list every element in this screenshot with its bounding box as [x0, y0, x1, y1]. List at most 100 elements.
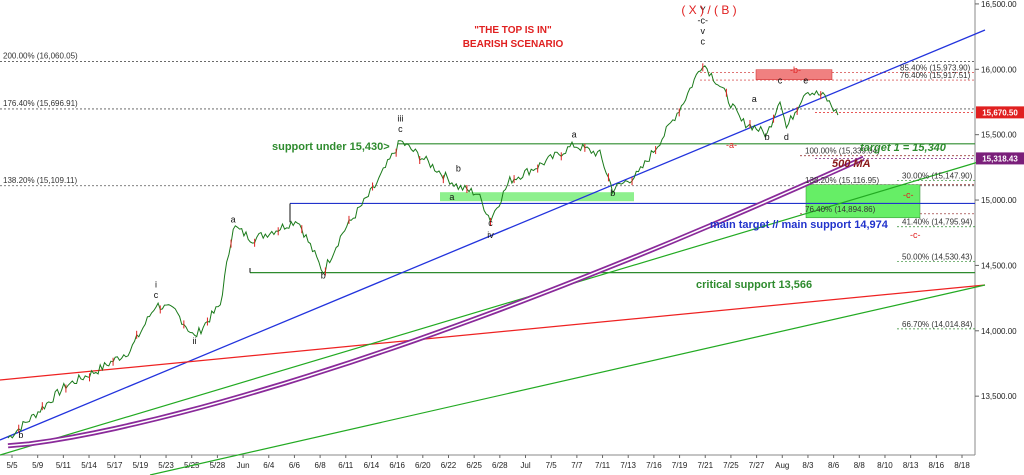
chart-title: "THE TOP IS IN": [474, 25, 552, 36]
x-tick-label: 5/17: [107, 461, 123, 470]
x-tick-label: Aug: [775, 461, 789, 470]
wave-label: Y: [700, 5, 706, 15]
support-under-label: support under 15,430>: [272, 141, 390, 153]
x-tick-label: 6/14: [364, 461, 380, 470]
price-layer: [7, 63, 839, 439]
x-tick-label: 5/23: [158, 461, 174, 470]
top-wave-label: ( X ) / ( B ): [681, 3, 736, 17]
y-tick-label: 15,500.00: [981, 131, 1017, 140]
wave-label: c: [778, 76, 783, 86]
price-badge: [976, 106, 1024, 119]
x-tick-label: 8/8: [854, 461, 866, 470]
x-tick-label: 6/8: [315, 461, 327, 470]
x-tick-label: 7/13: [620, 461, 636, 470]
red-trendline: [0, 284, 986, 381]
x-tick-label: 5/28: [210, 461, 226, 470]
price-badge-value: 15,670.50: [982, 108, 1018, 117]
x-tick-label: 5/19: [133, 461, 149, 470]
y-tick-label: 14,000.00: [981, 327, 1017, 336]
x-tick-label: 5/5: [6, 461, 18, 470]
x-tick-label: 8/18: [954, 461, 970, 470]
x-tick-label: 6/20: [415, 461, 431, 470]
x-tick-label: 6/16: [389, 461, 405, 470]
x-tick-label: 6/25: [466, 461, 482, 470]
x-tick-label: 7/16: [646, 461, 662, 470]
wave-label: a: [752, 94, 757, 104]
wave-label: c: [488, 218, 493, 228]
wave-label: a: [572, 129, 577, 139]
wave-label: c: [154, 290, 159, 300]
wave-label: b: [321, 270, 326, 280]
fib-level-label: 200.00% (16,060.05): [3, 51, 78, 60]
x-tick-label: 6/6: [289, 461, 301, 470]
y-tick-label: 16,500.00: [981, 0, 1017, 9]
fib-right-label: 76.40% (14,894.86): [805, 205, 876, 214]
chart-subtitle: BEARISH SCENARIO: [463, 39, 564, 50]
x-tick-label: 7/27: [749, 461, 765, 470]
wave-label: b: [456, 163, 461, 173]
zone-layer: [440, 69, 921, 219]
y-tick-label: 14,500.00: [981, 261, 1017, 270]
green-trendline-upper: [0, 159, 986, 456]
x-tick-label: 6/22: [441, 461, 457, 470]
price-badge: [976, 152, 1024, 165]
wave-label: v: [701, 26, 706, 36]
target1-label: target 1 = 15,340: [860, 142, 947, 154]
zone-b-label: -b-: [790, 65, 801, 75]
fib-right-label: 76.40% (15,917.51): [900, 71, 971, 80]
critical-support-label: critical support 13,566: [696, 279, 812, 291]
x-tick-label: 8/16: [929, 461, 945, 470]
wave-a-red-label: -a-: [726, 140, 737, 150]
y-tick-label: 13,500.00: [981, 392, 1017, 401]
wave-label: a: [231, 214, 236, 224]
x-tick-label: 6/11: [338, 461, 354, 470]
x-tick-label: Jun: [237, 461, 250, 470]
wave-label: iii: [397, 114, 403, 124]
wave-label: e: [803, 76, 808, 86]
y-tick-label: 16,000.00: [981, 65, 1017, 74]
x-tick-label: 5/9: [32, 461, 44, 470]
wave-label: b: [610, 188, 615, 198]
x-tick-label: 6/28: [492, 461, 508, 470]
line-layer: [0, 29, 986, 475]
fib-right-label: 66.70% (14,014.84): [902, 320, 973, 329]
wave-label: d: [784, 132, 789, 142]
wave-label: iv: [487, 230, 494, 240]
fib-right-label: 41.40% (14,795.94): [902, 218, 973, 227]
wave-label: i: [155, 280, 157, 290]
resistance-zone-b: [755, 69, 833, 80]
support-zone: [440, 192, 634, 202]
x-tick-label: 7/25: [723, 461, 739, 470]
price-badge-value: 15,318.43: [982, 154, 1018, 163]
target-c-label: -c-: [910, 230, 921, 240]
x-tick-label: 5/14: [81, 461, 97, 470]
fib-level-label: 176.40% (15,696.91): [3, 99, 78, 108]
x-tick-label: 7/19: [672, 461, 688, 470]
wave-label: a: [449, 192, 454, 202]
x-tick-label: Jul: [520, 461, 530, 470]
fib-right-label: 30.00% (15,147.90): [902, 172, 973, 181]
wave-label: -c-: [698, 16, 709, 26]
x-tick-label: 8/10: [877, 461, 893, 470]
y-tick-label: 15,000.00: [981, 196, 1017, 205]
x-tick-label: 7/5: [546, 461, 558, 470]
x-tick-label: 7/11: [595, 461, 611, 470]
wave-label: ii: [193, 336, 197, 346]
main-target-label: main target // main support 14,974: [710, 219, 889, 231]
fib-right-label: 50.00% (14,530.43): [902, 252, 973, 261]
wave-label: b: [765, 132, 770, 142]
wave-label: b: [18, 430, 23, 440]
ma500-line-inner: [7, 157, 864, 447]
x-tick-label: 7/7: [571, 461, 583, 470]
x-tick-label: 6/4: [263, 461, 275, 470]
price-series: [7, 65, 839, 439]
x-tick-label: 8/6: [828, 461, 840, 470]
wave-label: c: [701, 36, 706, 46]
wave-label: c: [398, 124, 403, 134]
fib-level-label: 138.20% (15,109.11): [3, 176, 77, 185]
target-zone-c: [805, 184, 921, 219]
fib-right-label: 85.40% (15,973.90): [900, 64, 971, 73]
